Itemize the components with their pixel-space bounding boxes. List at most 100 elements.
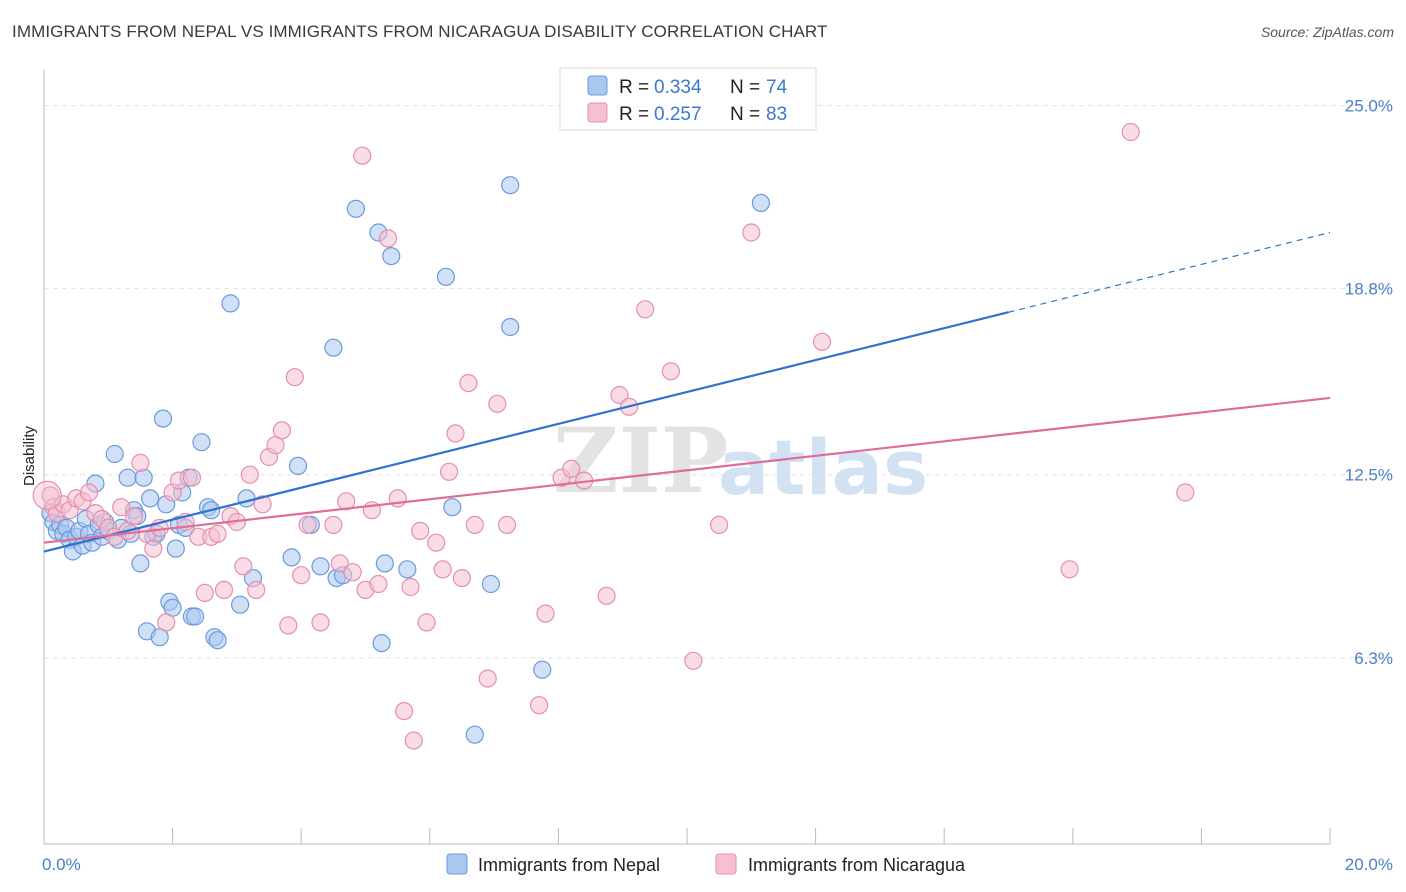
bottom-legend-swatch-nepal	[446, 853, 468, 875]
point-nicaragua-28	[214, 580, 234, 600]
point-nicaragua-64	[465, 515, 484, 535]
point-nepal-71	[501, 317, 520, 337]
point-nicaragua-41	[298, 515, 317, 535]
point-nicaragua-79	[709, 515, 729, 535]
point-nepal-49	[221, 294, 240, 313]
point-nicaragua-65	[478, 669, 497, 688]
point-nepal-65	[398, 560, 417, 579]
point-nicaragua-82	[1060, 560, 1079, 579]
point-nepal-51	[237, 489, 256, 508]
point-nicaragua-14	[124, 506, 144, 526]
point-nicaragua-81	[812, 332, 832, 351]
point-nepal-66	[436, 267, 455, 286]
point-nicaragua-23	[182, 468, 201, 487]
point-nepal-69	[481, 574, 500, 594]
point-nicaragua-51	[378, 229, 398, 248]
point-nepal-62	[372, 633, 391, 653]
point-nepal-54	[288, 456, 308, 475]
point-nicaragua-76	[636, 300, 655, 319]
point-nicaragua-31	[234, 557, 253, 576]
legend-n-value-nepal: 74	[766, 77, 788, 98]
point-nicaragua-54	[401, 577, 420, 597]
legend-swatch-nicaragua	[587, 102, 608, 123]
trend-lines	[43, 231, 1331, 553]
point-nicaragua-77	[661, 362, 681, 381]
point-nepal-72	[533, 660, 552, 679]
watermark-zip: ZIP	[553, 408, 728, 514]
point-nicaragua-7	[79, 483, 99, 502]
point-nepal-29	[141, 489, 160, 508]
point-nicaragua-71	[562, 459, 581, 478]
point-nepal-63	[375, 554, 394, 573]
point-nepal-43	[186, 607, 205, 626]
point-nepal-33	[153, 409, 173, 428]
point-nicaragua-74	[610, 385, 629, 405]
point-nicaragua-27	[208, 524, 227, 543]
axes	[43, 70, 1331, 845]
point-nicaragua-37	[272, 421, 291, 440]
point-nicaragua-39	[285, 368, 304, 387]
point-nepal-64	[382, 247, 401, 266]
y-tick-label-0: 6.3%	[1354, 649, 1393, 668]
point-nicaragua-25	[195, 583, 214, 603]
y-tick-label-1: 12.5%	[1345, 466, 1393, 485]
legend-swatch-nepal	[587, 75, 608, 96]
point-nicaragua-15	[131, 453, 150, 472]
point-nicaragua-84	[1176, 483, 1195, 502]
trend-line-nepal	[43, 311, 1009, 553]
point-nicaragua-19	[157, 613, 176, 632]
point-nicaragua-63	[459, 374, 478, 393]
point-nepal-50	[231, 595, 250, 614]
legend-n-label-nicaragua: N =	[730, 104, 760, 125]
point-nicaragua-56	[411, 521, 430, 541]
point-nicaragua-17	[144, 539, 163, 558]
point-nicaragua-80	[742, 223, 761, 242]
point-nicaragua-43	[324, 515, 343, 535]
bottom-legend-label-nicaragua: Immigrants from Nicaragua	[748, 855, 966, 875]
y-tick-label-2: 18.8%	[1345, 280, 1393, 299]
point-nicaragua-45	[337, 492, 356, 511]
point-nepal-70	[501, 176, 520, 195]
point-nicaragua-46	[343, 563, 362, 582]
legend-box: R = 0.334 N = 74 R = 0.257 N = 83	[559, 67, 817, 131]
point-nepal-44	[192, 433, 211, 452]
point-nicaragua-78	[684, 651, 703, 670]
point-nepal-73	[751, 193, 771, 212]
point-nicaragua-42	[311, 613, 330, 632]
bottom-legend: Immigrants from Nepal Immigrants from Ni…	[446, 853, 966, 875]
point-nicaragua-38	[279, 616, 298, 635]
point-nicaragua-57	[417, 613, 436, 632]
point-nicaragua-40	[292, 566, 311, 585]
point-nicaragua-50	[369, 574, 388, 594]
point-nicaragua-12	[112, 498, 131, 517]
legend-r-label-nepal: R =	[619, 77, 649, 98]
point-nicaragua-67	[497, 515, 517, 535]
x-tick-label-0: 0.0%	[42, 855, 81, 874]
legend-r-value-nicaragua: 0.257	[654, 104, 702, 125]
point-nicaragua-62	[452, 568, 471, 588]
bottom-legend-swatch-nicaragua	[715, 853, 737, 875]
legend-r-label-nicaragua: R =	[619, 104, 649, 125]
chart-title: IMMIGRANTS FROM NEPAL VS IMMIGRANTS FROM…	[12, 22, 828, 41]
legend-r-value-nepal: 0.334	[654, 77, 702, 98]
point-nicaragua-73	[597, 586, 616, 605]
point-nicaragua-66	[488, 394, 507, 413]
point-nepal-60	[346, 199, 365, 218]
point-nicaragua-55	[404, 731, 423, 750]
y-axis-label: Disability	[21, 425, 38, 486]
data-points	[32, 122, 1195, 750]
point-nepal-27	[134, 468, 153, 487]
point-nicaragua-53	[395, 701, 414, 721]
point-nepal-67	[443, 498, 462, 517]
point-nepal-68	[465, 725, 484, 744]
trend-extension-nepal	[1008, 231, 1331, 313]
point-nicaragua-83	[1121, 122, 1140, 142]
point-nepal-57	[324, 338, 343, 357]
point-nicaragua-34	[253, 495, 272, 514]
point-nicaragua-59	[433, 560, 452, 579]
point-nepal-22	[118, 468, 137, 487]
point-nepal-56	[311, 557, 330, 576]
point-nepal-19	[105, 444, 124, 464]
chart-source: Source: ZipAtlas.com	[1260, 24, 1394, 40]
